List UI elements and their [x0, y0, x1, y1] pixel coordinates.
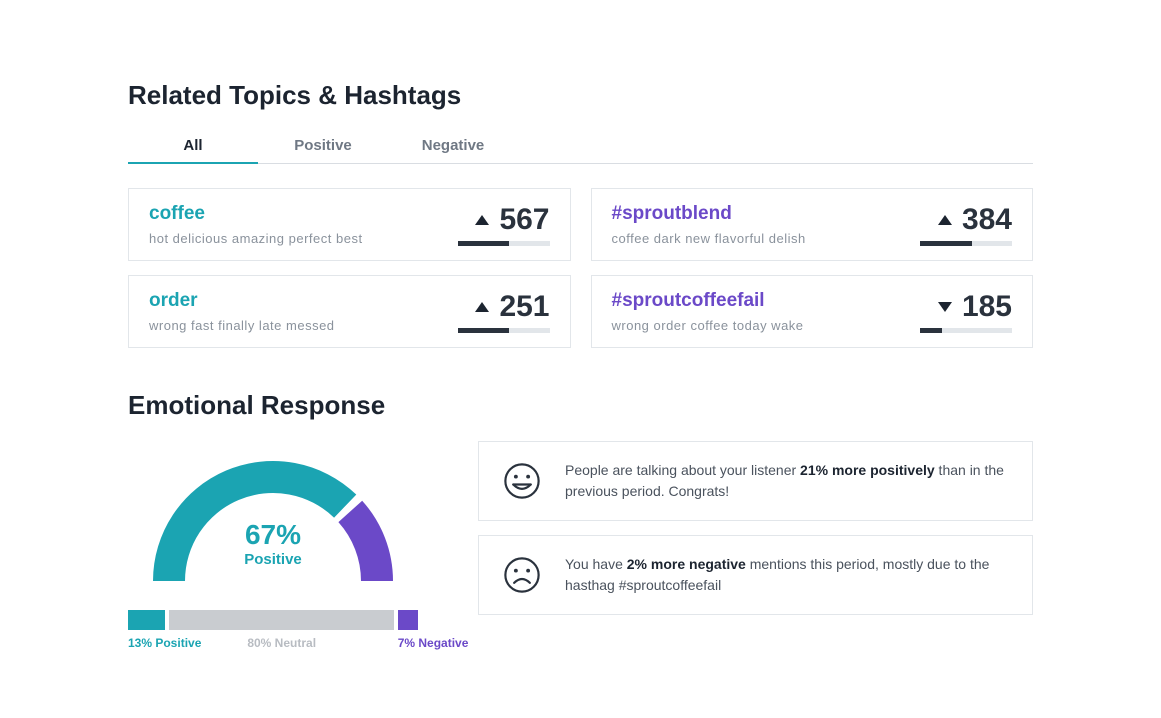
- dist-label-positive: 13% Positive: [128, 636, 166, 650]
- emotional-title: Emotional Response: [128, 390, 1033, 421]
- topic-bar: [458, 328, 550, 333]
- topic-terms: wrong fast finally late messed: [149, 318, 440, 333]
- dist-seg-negative: [398, 610, 418, 630]
- topic-bar: [458, 241, 550, 246]
- distribution-bar: [128, 610, 418, 630]
- trend-up-icon: [475, 215, 489, 225]
- topics-grid: coffee hot delicious amazing perfect best…: [128, 188, 1033, 348]
- insight-text: People are talking about your listener 2…: [565, 460, 1010, 502]
- topic-card[interactable]: #sproutcoffeefail wrong order coffee toda…: [591, 275, 1034, 348]
- gauge: 67% Positive 13% Positive80% Neutral7% N…: [128, 441, 418, 650]
- topic-title: #sproutcoffeefail: [612, 290, 903, 312]
- gauge-percent: 67%: [128, 519, 418, 551]
- related-title: Related Topics & Hashtags: [128, 80, 1033, 111]
- trend-up-icon: [938, 215, 952, 225]
- topic-card[interactable]: #sproutblend coffee dark new flavorful de…: [591, 188, 1034, 261]
- topic-count: 567: [499, 203, 549, 237]
- topic-bar: [920, 328, 1012, 333]
- topic-terms: wrong order coffee today wake: [612, 318, 903, 333]
- topic-card[interactable]: order wrong fast finally late messed 251: [128, 275, 571, 348]
- gauge-sublabel: Positive: [128, 551, 418, 568]
- topic-count: 251: [499, 290, 549, 324]
- insights: People are talking about your listener 2…: [478, 441, 1033, 650]
- topic-count: 384: [962, 203, 1012, 237]
- topic-terms: hot delicious amazing perfect best: [149, 231, 440, 246]
- topic-title: #sproutblend: [612, 203, 903, 225]
- happy-face-icon: [501, 460, 543, 502]
- sad-face-icon: [501, 554, 543, 596]
- dist-label-negative: 7% Negative: [398, 636, 418, 650]
- tab-all[interactable]: All: [128, 129, 258, 164]
- insight-text: You have 2% more negative mentions this …: [565, 554, 1010, 596]
- topic-count: 185: [962, 290, 1012, 324]
- topic-card[interactable]: coffee hot delicious amazing perfect best…: [128, 188, 571, 261]
- dist-label-neutral: 80% Neutral: [166, 636, 398, 650]
- topic-title: order: [149, 290, 440, 312]
- dist-seg-positive: [128, 610, 165, 630]
- tabs: AllPositiveNegative: [128, 129, 1033, 164]
- insight-card: People are talking about your listener 2…: [478, 441, 1033, 521]
- dist-seg-neutral: [169, 610, 395, 630]
- tab-positive[interactable]: Positive: [258, 129, 388, 163]
- tab-negative[interactable]: Negative: [388, 129, 518, 163]
- trend-down-icon: [938, 302, 952, 312]
- distribution-labels: 13% Positive80% Neutral7% Negative: [128, 636, 418, 650]
- trend-up-icon: [475, 302, 489, 312]
- topic-title: coffee: [149, 203, 440, 225]
- topic-terms: coffee dark new flavorful delish: [612, 231, 903, 246]
- topic-bar: [920, 241, 1012, 246]
- insight-card: You have 2% more negative mentions this …: [478, 535, 1033, 615]
